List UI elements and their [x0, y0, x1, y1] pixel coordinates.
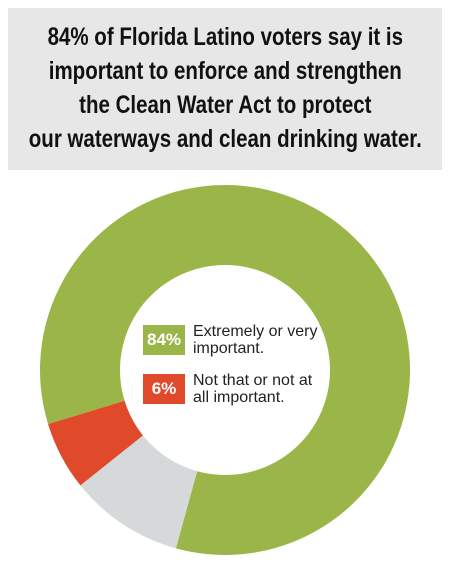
legend-item: 6% Not that or not at all important.: [143, 372, 333, 408]
value-label: 84%: [143, 325, 185, 355]
donut-slice: [80, 435, 198, 549]
value-label: 6%: [143, 374, 185, 404]
donut-slice: [40, 185, 410, 555]
title-line: our waterways and clean drinking water.: [28, 125, 422, 153]
legend-text: Not that or not at all important.: [193, 372, 313, 406]
title-line: the Clean Water Act to protect: [79, 91, 372, 119]
chart-title: 84% of Florida Latino voters say it is im…: [8, 20, 442, 156]
legend-item: 84% Extremely or very important.: [143, 323, 333, 359]
legend-text: Extremely or very important.: [193, 323, 318, 357]
donut-slice: [48, 400, 143, 486]
title-line: important to enforce and strengthen: [48, 57, 402, 85]
title-box: 84% of Florida Latino voters say it is im…: [8, 8, 442, 170]
title-line: 84% of Florida Latino voters say it is: [47, 23, 404, 51]
